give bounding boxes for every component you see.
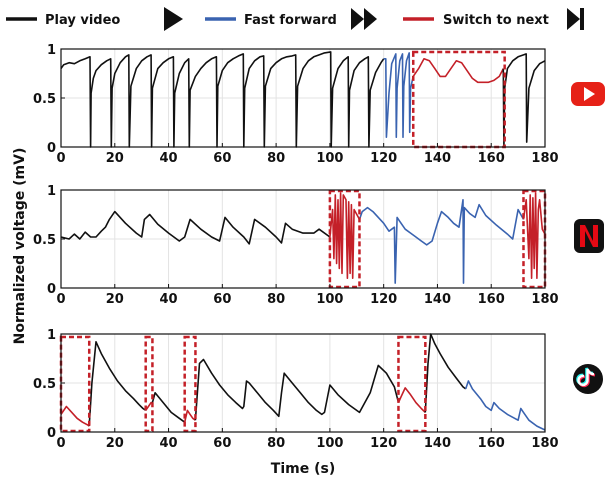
x-tick-label: 160 [478,292,505,307]
series-line-ff [358,199,525,284]
series-line-next [60,405,90,427]
x-tick-label: 180 [531,292,558,307]
x-tick-label: 0 [56,292,65,307]
y-tick-label: 0 [47,141,56,156]
y-axis-label: Normalized voltage (mV) [12,148,28,345]
panel-netflix: 0 20 40 60 80 100 120 140 160 180 0 0.5 1 [33,184,559,307]
x-tick-label: 140 [424,292,451,307]
y-tick-label: 1 [47,184,56,199]
x-tick-label: 60 [213,292,231,307]
x-tick-label: 160 [478,151,505,166]
highlight-box [522,189,547,289]
skip-next-icon [567,8,584,30]
tiktok-icon [573,364,603,394]
x-tick-label: 40 [160,292,178,307]
y-tick-label: 0.5 [33,233,56,248]
x-tick-label: 20 [106,436,124,451]
x-tick-label: 80 [267,151,285,166]
y-tick-label: 0.5 [33,92,56,107]
x-tick-label: 180 [531,436,558,451]
series-line-next [329,192,361,280]
series-line-play [502,53,546,148]
x-axis-label: Time (s) [271,461,335,477]
x-tick-label: 0 [56,151,65,166]
x-tick-label: 80 [267,292,285,307]
youtube-icon [571,82,605,106]
x-tick-label: 120 [370,436,397,451]
series-line-ff [383,52,414,138]
x-tick-label: 20 [106,151,124,166]
panel-youtube: 0 20 40 60 80 100 120 140 160 180 0 0.5 1 [33,43,559,166]
y-tick-label: 1 [47,328,56,343]
x-tick-label: 20 [106,292,124,307]
legend-label-play: Play video [45,13,120,28]
x-tick-label: 120 [370,292,397,307]
y-tick-label: 0 [47,426,56,441]
legend-label-ff: Fast forward [244,13,337,28]
x-tick-label: 80 [267,436,285,451]
series-line-next [522,192,546,280]
x-tick-label: 120 [370,151,397,166]
x-tick-label: 180 [531,151,558,166]
y-tick-label: 0 [47,282,56,297]
highlight-box [328,189,361,289]
x-tick-label: 40 [160,151,178,166]
legend-label-next: Switch to next [443,13,549,28]
x-tick-label: 60 [213,436,231,451]
x-tick-label: 0 [56,436,65,451]
highlight-box [59,335,91,433]
y-tick-label: 0.5 [33,377,56,392]
highlight-box [397,335,427,433]
x-tick-label: 100 [316,292,343,307]
series-line-play [88,340,147,427]
fast-forward-icon [351,8,377,30]
x-tick-label: 140 [424,151,451,166]
legend: Play video Fast forward Switch to next [6,7,584,31]
series-line-ff [464,380,546,431]
series-line-next [412,57,505,84]
x-tick-label: 140 [424,436,451,451]
x-tick-label: 100 [316,436,343,451]
series-line-next [397,387,426,413]
series-line-play [60,210,331,245]
netflix-icon [574,219,604,253]
x-tick-label: 40 [160,436,178,451]
x-tick-label: 100 [316,151,343,166]
highlight-box [144,335,154,433]
x-tick-label: 60 [213,151,231,166]
highlight-box [183,335,197,433]
y-tick-label: 1 [47,43,56,58]
series-line-next [183,409,196,423]
series-line-play [151,391,186,423]
x-tick-label: 160 [478,436,505,451]
panel-tiktok: 0 20 40 60 80 100 120 140 160 180 0 0.5 1 [33,328,559,451]
series-line-play [424,333,467,413]
play-icon [164,7,183,31]
series-line-play [194,358,400,421]
